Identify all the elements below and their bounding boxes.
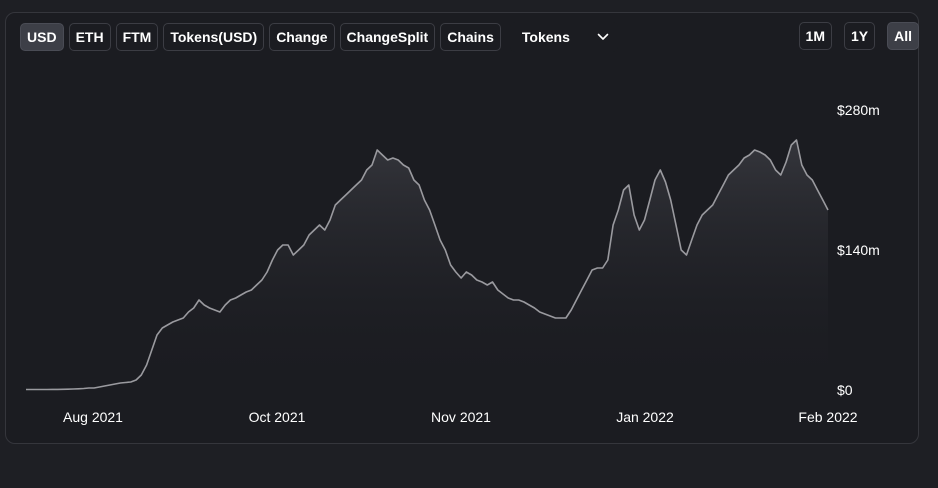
y-axis: $0 $140m $280m	[837, 102, 880, 398]
x-tick-label: Jan 2022	[616, 409, 674, 425]
usd-button[interactable]: USD	[20, 23, 64, 51]
ftm-button[interactable]: FTM	[115, 23, 159, 51]
tokens-select[interactable]: Tokens	[509, 22, 618, 52]
eth-button[interactable]: ETH	[68, 23, 111, 51]
chains-button[interactable]: Chains	[440, 23, 501, 51]
y-tick-label: $140m	[837, 242, 880, 258]
x-tick-label: Feb 2022	[798, 409, 857, 425]
x-tick-label: Aug 2021	[63, 409, 123, 425]
range-1y-button[interactable]: 1Y	[843, 22, 876, 50]
x-tick-label: Nov 2021	[431, 409, 491, 425]
change-button[interactable]: Change	[269, 23, 335, 51]
series-line	[26, 139, 829, 391]
chevron-down-icon	[596, 30, 610, 44]
time-range-toolbar: 1M 1Y All	[798, 22, 919, 50]
tokens-select-label: Tokens	[521, 29, 570, 45]
change-split-button[interactable]: ChangeSplit	[339, 23, 436, 51]
x-tick-label: Oct 2021	[249, 409, 306, 425]
range-1m-button[interactable]: 1M	[798, 22, 832, 50]
denomination-toolbar: USD ETH FTM Tokens(USD) Change ChangeSpl…	[20, 22, 618, 52]
tokens-usd-button[interactable]: Tokens(USD)	[163, 23, 265, 51]
y-tick-label: $0	[837, 382, 853, 398]
range-all-button[interactable]: All	[887, 22, 919, 50]
series-area	[26, 140, 828, 390]
x-axis: Aug 2021 Oct 2021 Nov 2021 Jan 2022 Feb 2022	[63, 409, 858, 425]
y-tick-label: $280m	[837, 102, 880, 118]
